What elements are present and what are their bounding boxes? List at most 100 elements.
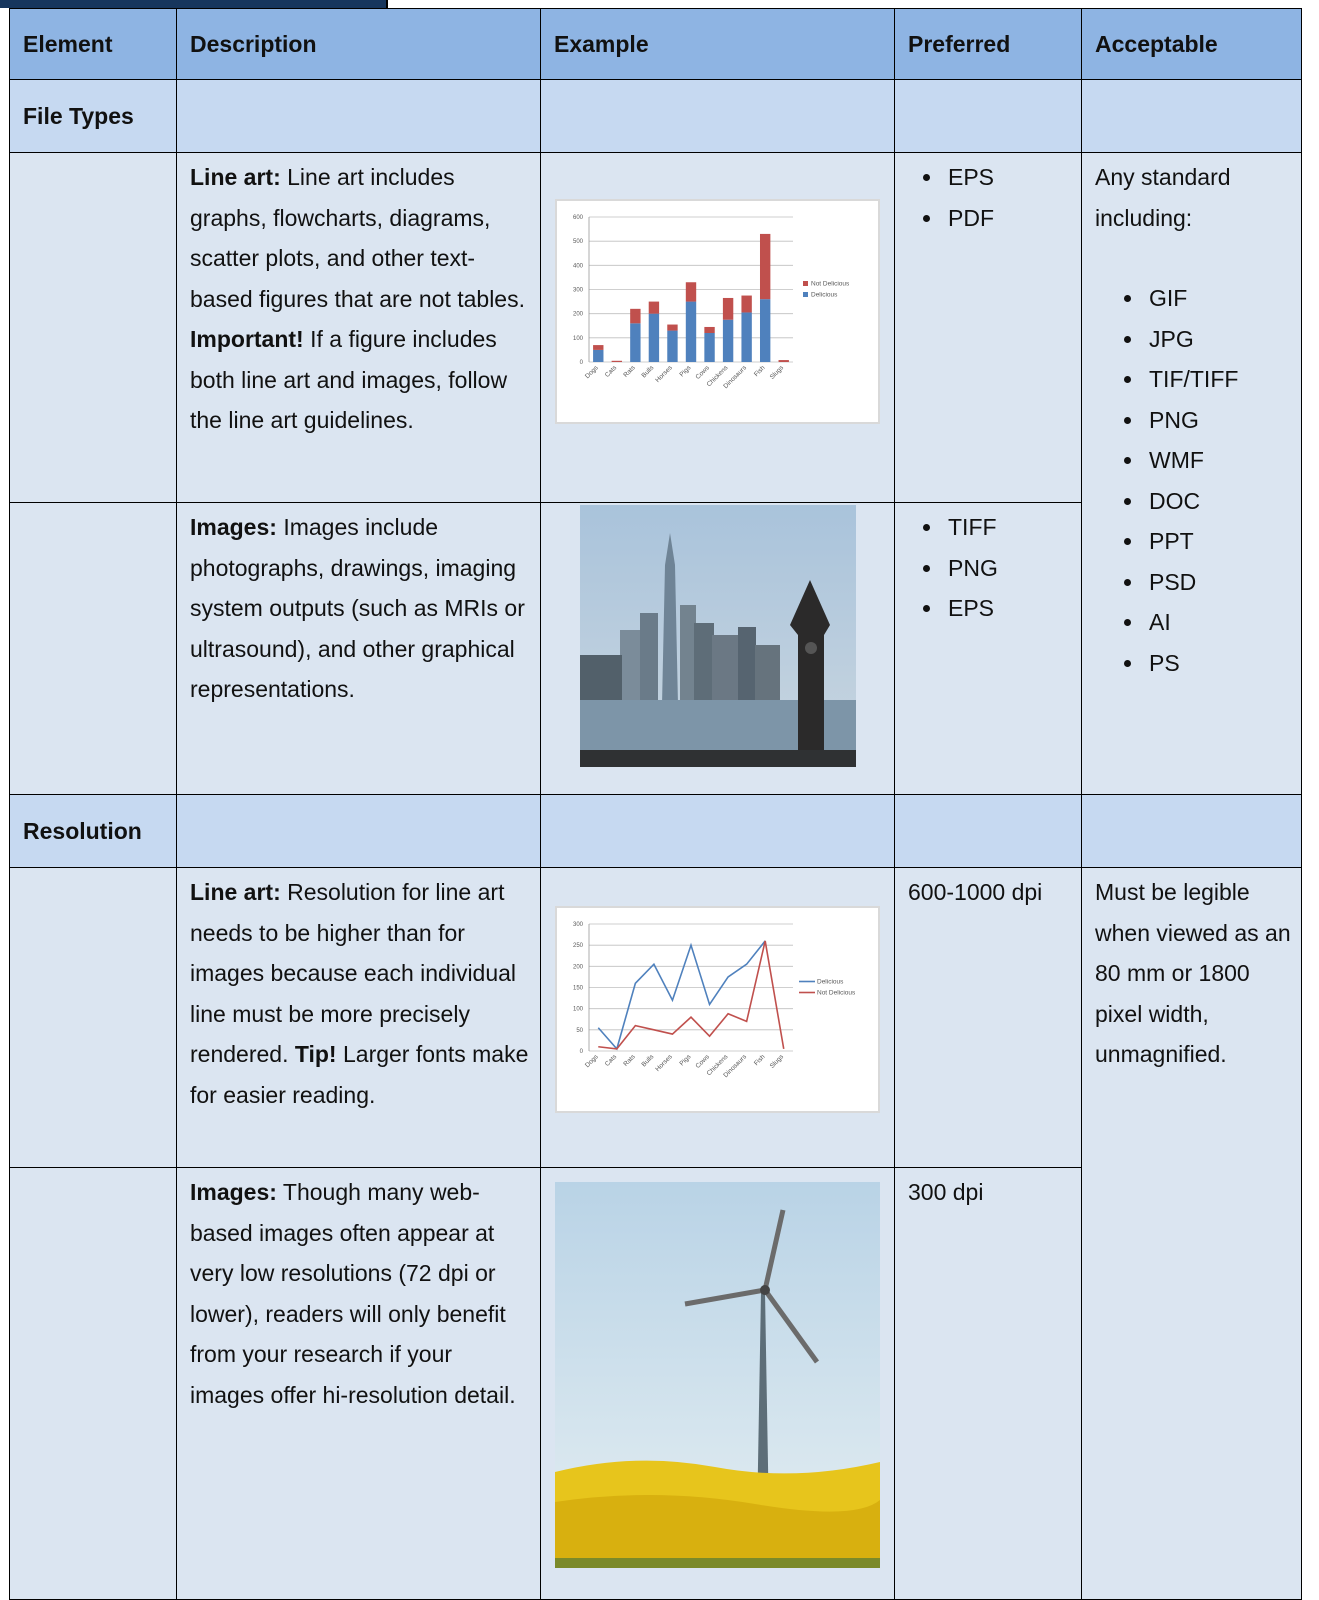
legend-label: Delicious (817, 979, 844, 986)
cell (541, 80, 895, 153)
y-tick-label: 400 (573, 263, 584, 269)
page: {"table": { "columns": ["Element", "Desc… (0, 0, 1319, 1600)
lead: Line art: (190, 879, 281, 905)
content-row: Line art: Resolution for line art needs … (10, 868, 1302, 1168)
y-tick-label: 250 (573, 943, 584, 949)
list-item: PSD (1145, 562, 1291, 603)
bar-segment (741, 296, 751, 313)
column-header: Preferred (895, 9, 1082, 80)
list-item: PDF (944, 198, 1071, 239)
column-header: Acceptable (1082, 9, 1302, 80)
y-tick-label: 100 (573, 336, 584, 342)
column-header: Element (10, 9, 177, 80)
bar-segment (779, 360, 789, 362)
legend-label: Delicious (811, 292, 838, 299)
cell (1082, 80, 1302, 153)
legend-swatch (803, 281, 808, 286)
acceptable: Any standard including:GIFJPGTIF/TIFFPNG… (1082, 153, 1302, 795)
cell (177, 795, 541, 868)
y-tick-label: 200 (573, 964, 584, 970)
list-item: JPG (1145, 319, 1291, 360)
acceptable-intro: Any standard including: (1095, 157, 1291, 238)
windmill-photo (555, 1182, 880, 1568)
list-item: WMF (1145, 440, 1291, 481)
description: Images: Images include photographs, draw… (177, 503, 541, 795)
example (541, 1168, 895, 1600)
section-row: File Types (10, 80, 1302, 153)
bar-segment (686, 282, 696, 301)
column-header: Example (541, 9, 895, 80)
bar-segment (612, 361, 622, 362)
preferred: 600-1000 dpi (895, 868, 1082, 1168)
cell (1082, 795, 1302, 868)
y-tick-label: 100 (573, 1007, 584, 1013)
y-tick-label: 300 (573, 922, 584, 928)
list-item: PS (1145, 643, 1291, 684)
example (541, 503, 895, 795)
y-tick-label: 200 (573, 312, 584, 318)
lead: Line art: (190, 164, 281, 190)
preferred: TIFFPNGEPS (895, 503, 1082, 795)
description: Line art: Resolution for line art needs … (177, 868, 541, 1168)
bar-segment (741, 312, 751, 362)
preferred-list: EPSPDF (908, 157, 1071, 238)
bar-segment (649, 314, 659, 362)
list-item: GIF (1145, 278, 1291, 319)
legend-label: Not Delicious (811, 281, 850, 288)
note-label: Important! (190, 326, 304, 352)
bar-segment (760, 299, 770, 362)
guidelines-table: Element Description Example Preferred Ac… (9, 8, 1302, 1600)
y-tick-label: 500 (573, 239, 584, 245)
text: Though many web-based images often appea… (190, 1179, 516, 1408)
preferred-list: TIFFPNGEPS (908, 507, 1071, 629)
cell (10, 153, 177, 503)
bar-segment (630, 323, 640, 362)
bar-segment (593, 350, 603, 362)
lead: Images: (190, 514, 277, 540)
preferred: 300 dpi (895, 1168, 1082, 1600)
text: Resolution for line art needs to be high… (190, 879, 516, 1067)
y-tick-label: 50 (576, 1028, 583, 1034)
note-label: Tip! (295, 1041, 337, 1067)
bar-segment (723, 320, 733, 362)
preferred: EPSPDF (895, 153, 1082, 503)
bar-segment (667, 325, 677, 331)
cell (177, 80, 541, 153)
section-title: File Types (10, 80, 177, 153)
bar-segment (593, 345, 603, 350)
lead: Images: (190, 1179, 277, 1205)
bar-segment (686, 302, 696, 362)
list-item: DOC (1145, 481, 1291, 522)
cell (10, 503, 177, 795)
list-item: PPT (1145, 521, 1291, 562)
bar-segment (704, 327, 714, 333)
legend-label: Not Delicious (817, 990, 856, 997)
cell (541, 795, 895, 868)
list-item: AI (1145, 602, 1291, 643)
section-row: Resolution (10, 795, 1302, 868)
acceptable-list: GIFJPGTIF/TIFFPNGWMFDOCPPTPSDAIPS (1095, 278, 1291, 683)
y-tick-label: 600 (573, 215, 584, 221)
chart-background (556, 907, 879, 1112)
chart-background (556, 200, 879, 423)
list-item: EPS (944, 157, 1071, 198)
list-item: TIF/TIFF (1145, 359, 1291, 400)
legend-swatch (803, 292, 808, 297)
bar-segment (760, 234, 770, 299)
cell (895, 795, 1082, 868)
cell (10, 1168, 177, 1600)
cell (895, 80, 1082, 153)
list-item: TIFF (944, 507, 1071, 548)
header-tab (0, 0, 388, 8)
bar-segment (630, 309, 640, 324)
bar-segment (723, 298, 733, 320)
list-item: EPS (944, 588, 1071, 629)
y-tick-label: 150 (573, 986, 584, 992)
description: Line art: Line art includes graphs, flow… (177, 153, 541, 503)
description: Images: Though many web-based images oft… (177, 1168, 541, 1600)
list-item: PNG (944, 548, 1071, 589)
text: Images include photographs, drawings, im… (190, 514, 525, 702)
